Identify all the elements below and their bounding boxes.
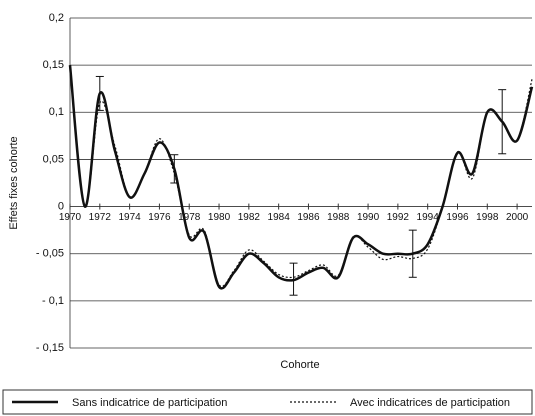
x-tick-label: 1998: [476, 212, 499, 223]
error-bar: [95, 75, 104, 111]
x-tick-label: 1972: [89, 212, 112, 223]
x-tick-label: 1992: [387, 212, 410, 223]
legend-label: Sans indicatrice de participation: [72, 397, 227, 409]
x-tick-label: 1976: [148, 212, 171, 223]
x-tick-label: 1986: [297, 212, 320, 223]
legend-label: Avec indicatrices de participation: [350, 397, 510, 409]
error-bar: [498, 89, 507, 155]
x-tick-label: 2000: [506, 212, 529, 223]
error-bar: [170, 154, 179, 184]
error-bar: [408, 229, 417, 278]
x-tick-label: 1994: [417, 212, 440, 223]
series-line: [69, 65, 533, 287]
x-axis-label: Cohorte: [280, 359, 319, 371]
y-tick-label: 0,05: [43, 153, 64, 165]
legend-box: [2, 389, 533, 415]
x-tick-label: 1988: [327, 212, 350, 223]
x-tick-label: 1990: [357, 212, 380, 223]
series-line: [68, 65, 534, 290]
x-tick-label: 1984: [268, 212, 291, 223]
x-tick-label: 1982: [238, 212, 261, 223]
error-bar: [289, 262, 298, 296]
y-tick-label: - 0,05: [36, 248, 64, 260]
x-tick-label: 1970: [59, 212, 82, 223]
y-tick-label: 0,1: [49, 106, 64, 118]
y-tick-label: - 0,1: [42, 295, 64, 307]
x-tick-label: 1978: [178, 212, 201, 223]
y-tick-label: 0: [58, 200, 64, 212]
x-tick-label: 1980: [208, 212, 231, 223]
y-axis-label: Effets fixes cohorte: [8, 136, 20, 229]
x-tick-label: 1996: [446, 212, 469, 223]
y-tick-label: 0,15: [43, 59, 64, 71]
x-tick-label: 1974: [118, 212, 141, 223]
y-tick-label: 0,2: [49, 12, 64, 24]
y-tick-label: - 0,15: [36, 342, 64, 354]
